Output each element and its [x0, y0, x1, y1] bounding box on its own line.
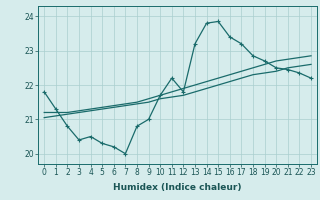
X-axis label: Humidex (Indice chaleur): Humidex (Indice chaleur) — [113, 183, 242, 192]
